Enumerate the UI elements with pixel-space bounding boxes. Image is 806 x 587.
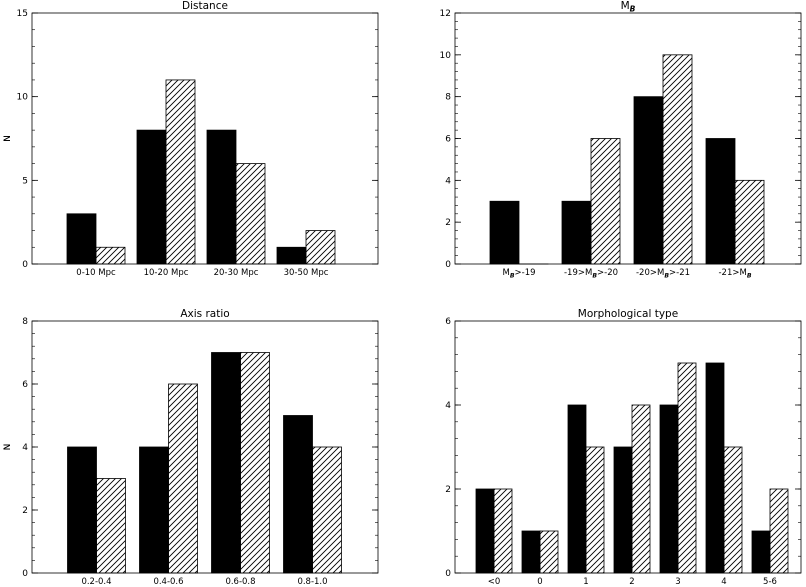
solid-bar-3 <box>567 404 587 574</box>
chart-title: MB <box>621 0 636 14</box>
x-tick-label: -19>MB>-20 <box>564 268 618 280</box>
x-tick-label: -20>MB>-21 <box>636 268 690 280</box>
y-tick-label: 12 <box>440 9 451 19</box>
solid-bar-2 <box>521 530 541 574</box>
y-tick-label: 2 <box>445 218 451 228</box>
solid-bar-1 <box>489 200 520 265</box>
hatched-bar-1 <box>96 478 126 574</box>
x-tick-label: 20-30 Mpc <box>214 268 259 278</box>
x-tick-label: 0.2-0.4 <box>81 577 111 587</box>
solid-bar-2 <box>136 129 167 265</box>
hatched-bar-1 <box>493 488 513 574</box>
y-tick-label: 2 <box>22 506 28 516</box>
hatched-bar-2 <box>539 530 559 574</box>
y-tick-label: 0 <box>445 569 451 579</box>
solid-bar-2 <box>139 446 169 574</box>
hatched-bar-7 <box>769 488 789 574</box>
solid-bar-6 <box>705 362 725 574</box>
chart-title: Axis ratio <box>180 308 229 320</box>
x-tick-label: 4 <box>721 577 726 587</box>
y-tick-label: 4 <box>445 401 451 411</box>
x-tick-label: 0.4-0.6 <box>153 577 183 587</box>
hatched-bar-1 <box>95 246 126 265</box>
y-tick-label: 15 <box>17 9 28 19</box>
y-tick-label: 0 <box>22 260 28 270</box>
y-tick-label: 5 <box>22 176 28 186</box>
x-tick-label: 0-10 Mpc <box>76 268 116 278</box>
solid-bar-3 <box>206 129 237 265</box>
chart-title: Morphological type <box>578 308 678 320</box>
y-tick-label: 0 <box>445 260 451 270</box>
subscript: B <box>592 273 597 280</box>
x-tick-label: 0.6-0.8 <box>225 577 255 587</box>
y-tick-label: 2 <box>445 485 451 495</box>
chart-panel-3: Axis ratio N 0 2 4 6 8 0.2-0.4 0.4-0.6 0.6-0.8 0.8… <box>3 308 379 587</box>
y-tick-label: 0 <box>22 569 28 579</box>
subscript: B <box>664 273 669 280</box>
hatched-bar-3 <box>240 352 270 574</box>
hatched-bar-3 <box>662 54 693 265</box>
chart-panel-1: Distance N 0 5 10 15 0-10 Mpc 10-20 Mpc 20-30 Mp… <box>3 0 379 278</box>
y-tick-label: 10 <box>17 93 29 103</box>
hatched-bar-4 <box>312 446 342 574</box>
x-tick-label: -21>MB <box>718 268 751 280</box>
y-tick-label: 4 <box>22 443 28 453</box>
y-tick-label: 6 <box>445 135 451 145</box>
hatched-bar-4 <box>631 404 651 574</box>
hatched-bar-3 <box>235 163 266 265</box>
solid-bar-4 <box>276 246 307 265</box>
solid-bar-3 <box>211 352 241 574</box>
solid-bar-1 <box>67 446 97 574</box>
hatched-bar-2 <box>590 138 621 265</box>
y-tick-label: 6 <box>445 317 451 327</box>
hatched-bar-5 <box>677 362 697 574</box>
chart-title: Distance <box>182 0 228 12</box>
solid-bar-3 <box>633 96 664 265</box>
y-axis-label: N <box>3 135 13 142</box>
hatched-bar-3 <box>585 446 605 574</box>
y-axis-label: N <box>3 444 13 451</box>
x-tick-label: 1 <box>583 577 588 587</box>
x-tick-label: 0 <box>537 577 542 587</box>
x-tick-label: 3 <box>675 577 680 587</box>
y-tick-label: 10 <box>440 51 452 61</box>
solid-bar-7 <box>751 530 771 574</box>
hatched-bar-6 <box>723 446 743 574</box>
x-tick-label: 2 <box>629 577 634 587</box>
y-axis-label: N <box>3 444 13 451</box>
x-tick-label: 0.8-1.0 <box>297 577 327 587</box>
x-tick-label: 10-20 Mpc <box>144 268 189 278</box>
y-tick-label: 8 <box>445 93 451 103</box>
x-tick-label: <0 <box>488 577 501 587</box>
chart-panel-4: Morphological type N 0 2 4 6 <0 0 1 2 3 4 5-6 <box>3 308 802 587</box>
y-axis-label: N <box>3 135 13 142</box>
solid-bar-2 <box>561 200 592 265</box>
solid-bar-1 <box>66 213 97 265</box>
solid-bar-1 <box>475 488 495 574</box>
hatched-bar-2 <box>168 383 198 574</box>
y-tick-label: 4 <box>445 176 451 186</box>
hatched-bar-4 <box>305 230 336 265</box>
subscript: B <box>510 273 515 280</box>
solid-bar-4 <box>705 138 736 265</box>
solid-bar-5 <box>659 404 679 574</box>
plot-frame <box>31 12 379 265</box>
subscript: B <box>630 5 636 14</box>
solid-bar-4 <box>613 446 633 574</box>
hatched-bar-2 <box>165 79 196 265</box>
solid-bar-4 <box>283 415 313 574</box>
x-tick-label: MB>-19 <box>502 268 535 280</box>
chart-panel-2: MB N 0 2 4 6 8 10 12 MB>-19 -19>MB>-20 -20>MB>-21 -2… <box>3 0 802 280</box>
x-tick-label: 5-6 <box>763 577 777 587</box>
y-tick-label: 6 <box>22 380 28 390</box>
x-tick-label: 30-50 Mpc <box>284 268 329 278</box>
subscript: B <box>747 273 752 280</box>
y-tick-label: 8 <box>22 317 28 327</box>
hatched-bar-4 <box>734 179 765 265</box>
